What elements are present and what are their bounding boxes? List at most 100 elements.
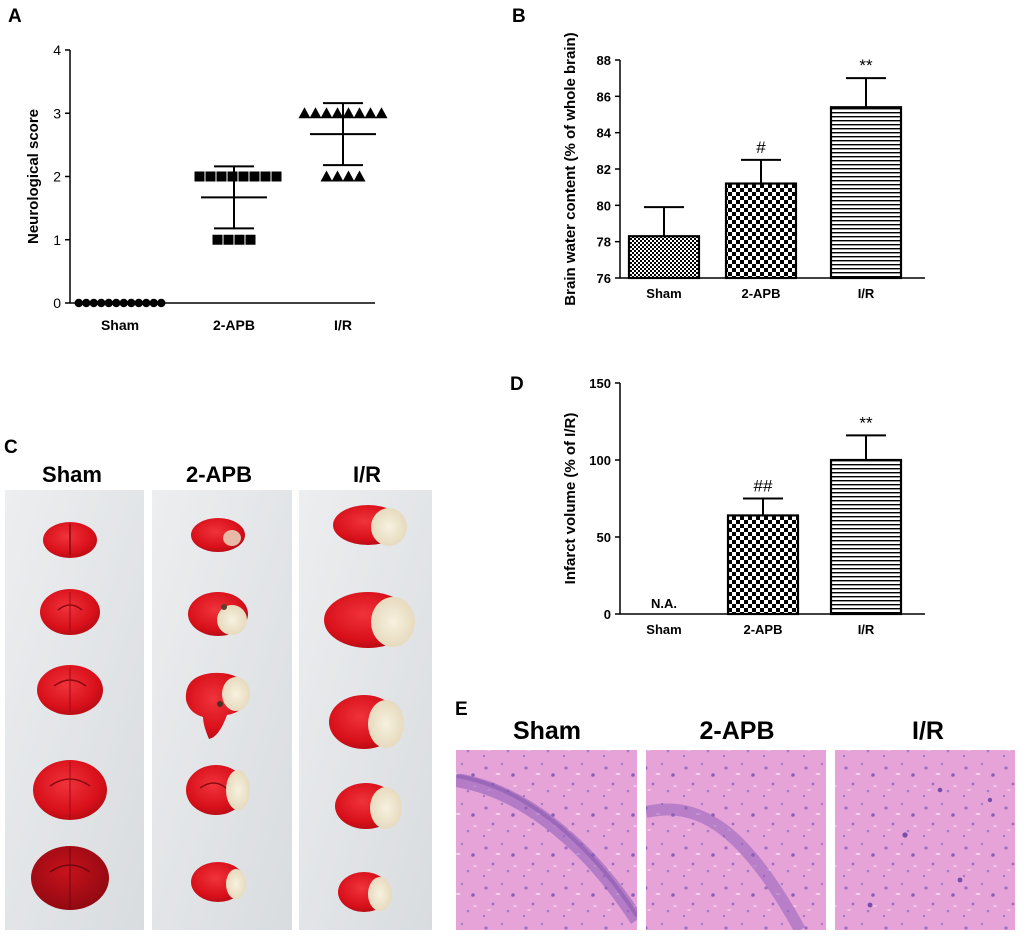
data-point (331, 107, 344, 119)
panel-b-letter: B (512, 6, 526, 27)
data-point (353, 107, 366, 119)
bar (829, 458, 903, 616)
x-tick-label: 2-APB (741, 286, 780, 301)
data-point (353, 170, 366, 182)
brain-slice (191, 862, 246, 902)
brain-slice (333, 505, 407, 546)
data-point (74, 298, 83, 308)
brain-slice (191, 518, 245, 552)
y-tick-label: 86 (597, 89, 611, 104)
data-point (320, 170, 333, 182)
panel-c: C Sham 2-APB I/R (4, 437, 432, 930)
chart-b-bar: 76 78 80 82 84 86 88 Sham 2-APB # I/R ** Brain water… (562, 32, 925, 306)
y-tick-label: 76 (597, 271, 611, 286)
y-tick-label: 0 (53, 295, 61, 311)
y-axis-label: Neurological score (25, 109, 42, 244)
data-point (216, 171, 227, 182)
annotation-label: ** (859, 56, 873, 75)
brain-slice (329, 695, 404, 749)
annotation-label: N.A. (651, 596, 677, 611)
x-tick-label: 2-APB (743, 622, 782, 637)
data-point (320, 107, 333, 119)
y-tick-label: 50 (597, 530, 611, 545)
brain-slice (188, 592, 248, 636)
bar (726, 514, 800, 616)
data-point (364, 107, 377, 119)
data-point (342, 107, 355, 119)
y-tick-label: 0 (604, 607, 611, 622)
y-tick-label: 4 (53, 42, 61, 58)
data-point (149, 298, 158, 308)
panel-a: A 0 1 2 3 4 Sham 2-APB I/R Neurological score (8, 6, 388, 333)
data-point (194, 171, 205, 182)
panel-a-letter: A (8, 6, 22, 27)
2apb-slices (185, 518, 250, 902)
data-point (260, 171, 271, 182)
y-axis-label: Brain water content (% of whole brain) (562, 32, 579, 305)
annotation-label: ** (859, 413, 873, 432)
y-tick-label: 82 (597, 162, 611, 177)
x-tick-label: Sham (646, 286, 681, 301)
bar (627, 235, 701, 280)
data-point (309, 107, 322, 119)
annotation-label: ## (754, 477, 773, 496)
y-tick-label: 78 (597, 235, 611, 250)
data-point (157, 298, 166, 308)
brain-slice (338, 872, 392, 912)
panel-b: B 76 78 80 82 84 86 88 Sham 2-APB # I/R ** Brain wat… (512, 6, 925, 306)
data-point (238, 171, 249, 182)
y-tick-label: 100 (589, 453, 611, 468)
data-point (249, 171, 260, 182)
data-point (375, 107, 388, 119)
brain-slice (324, 592, 415, 648)
data-point (227, 171, 238, 182)
y-tick-label: 3 (53, 105, 61, 121)
sham-slices (31, 522, 109, 910)
x-tick-label: Sham (101, 317, 139, 333)
y-tick-label: 2 (53, 169, 61, 185)
brain-slice (31, 846, 109, 910)
data-point (298, 107, 311, 119)
data-point (245, 234, 256, 245)
data-point (82, 298, 91, 308)
bar (724, 182, 798, 280)
brain-slice (186, 765, 250, 815)
panel-c-label-ir: I/R (353, 462, 381, 487)
y-tick-label: 88 (597, 53, 611, 68)
he-image-ir (835, 750, 1015, 930)
panel-e-letter: E (455, 699, 468, 720)
x-tick-label: I/R (858, 286, 875, 301)
brain-slice (40, 589, 100, 635)
y-tick-label: 80 (597, 198, 611, 213)
bar (829, 106, 903, 280)
x-tick-label: I/R (334, 317, 352, 333)
y-tick-label: 1 (53, 232, 61, 248)
panel-c-letter: C (4, 437, 18, 458)
brain-slice (37, 665, 103, 715)
panel-e-label-sham: Sham (513, 717, 581, 745)
panel-d-letter: D (510, 374, 524, 395)
data-point (331, 170, 344, 182)
data-point (234, 234, 245, 245)
data-point (271, 171, 282, 182)
data-point (212, 234, 223, 245)
he-image-sham (456, 750, 637, 930)
brain-slice (33, 760, 107, 820)
brain-slice (43, 522, 97, 558)
x-tick-label: 2-APB (213, 317, 255, 333)
panel-e: E Sham 2-APB I/R (455, 699, 1015, 930)
data-point (223, 234, 234, 245)
annotation-label: # (756, 138, 766, 157)
ir-slices (324, 505, 415, 912)
chart-a-scatter: 0 1 2 3 4 Sham 2-APB I/R Neurological score (25, 42, 388, 333)
chart-d-bar: 0 50 100 150 Sham N.A. 2-APB ## I/R ** Infarct vol… (562, 376, 925, 637)
brain-slice (335, 783, 402, 829)
panel-d: D 0 50 100 150 Sham N.A. 2-APB ## I/R ** Infarct v… (510, 374, 925, 637)
data-point (342, 170, 355, 182)
y-tick-label: 84 (597, 126, 612, 141)
panel-e-label-ir: I/R (912, 717, 944, 745)
brain-slice (185, 672, 250, 739)
panel-c-label-sham: Sham (42, 462, 102, 487)
y-axis-label: Infarct volume (% of I/R) (562, 413, 579, 585)
